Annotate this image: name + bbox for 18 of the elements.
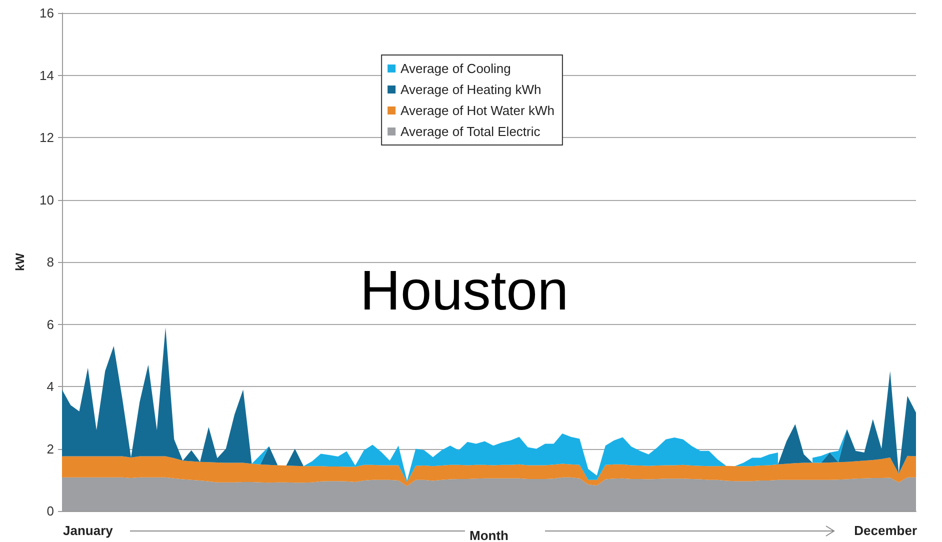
legend-label: Average of Heating kWh — [400, 82, 542, 97]
y-tick-label: 4 — [46, 379, 54, 394]
y-tick-label: 10 — [40, 192, 54, 208]
legend-label: Average of Cooling — [400, 61, 511, 76]
x-axis-title: Month — [470, 528, 509, 542]
y-axis-title: kW — [13, 252, 27, 271]
text: December — [854, 523, 918, 538]
y-tick-label: 14 — [40, 68, 54, 83]
annotation: Houston — [360, 258, 569, 322]
text: January — [63, 523, 114, 538]
legend-label: Average of Total Electric — [400, 124, 541, 139]
y-tick-label: 6 — [46, 316, 54, 332]
y-tick-label: 16 — [40, 6, 54, 20]
legend-label: Average of Hot Water kWh — [400, 103, 554, 118]
y-tick-label: 2 — [46, 441, 54, 456]
y-tick-label: 12 — [40, 130, 54, 145]
y-tick-label: 8 — [46, 254, 54, 270]
y-tick-label: 0 — [46, 504, 54, 518]
